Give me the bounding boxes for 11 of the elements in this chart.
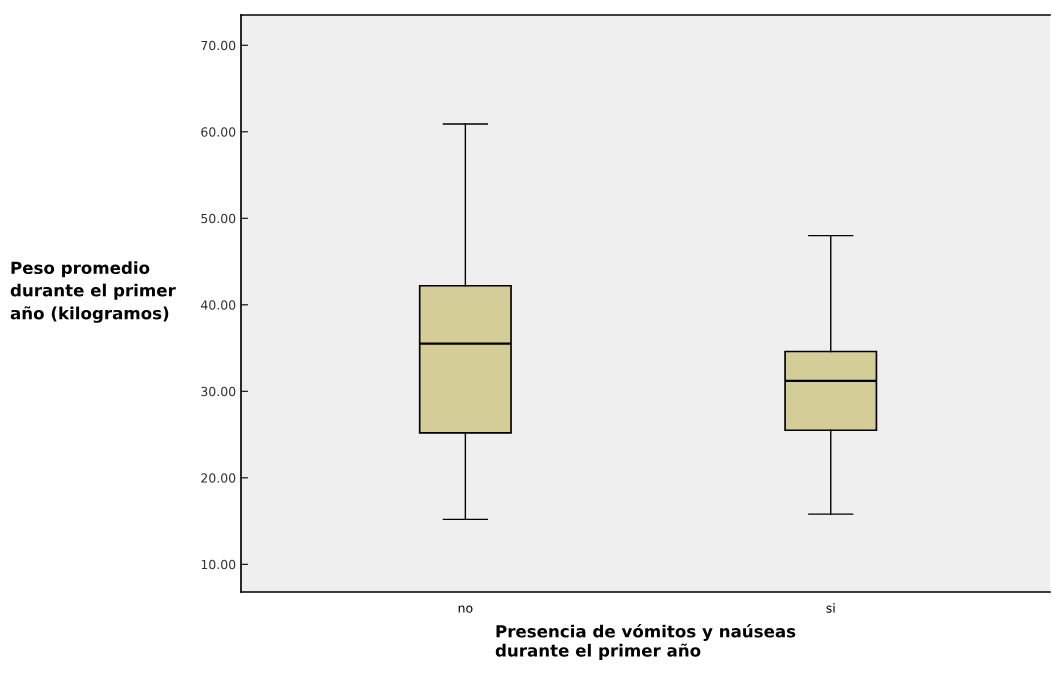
x-tick-label: si — [826, 603, 835, 613]
y-tick-label: 60.00 — [201, 127, 236, 137]
y-tick-label: 10.00 — [201, 559, 236, 570]
x-tick-label: no — [458, 605, 473, 613]
y-axis-title: Peso promedio durante el primer año (kilogramos) — [10, 261, 176, 323]
y-tick-label: 70.00 — [201, 40, 236, 51]
x-axis-title: Presencia de vómitos y naúseas durante el primer año — [495, 624, 796, 660]
y-tick-label: 30.00 — [201, 386, 236, 397]
y-tick-label: 20.00 — [201, 473, 236, 483]
y-tick-label: 40.00 — [200, 300, 236, 310]
y-tick-label: 50.00 — [201, 213, 236, 224]
